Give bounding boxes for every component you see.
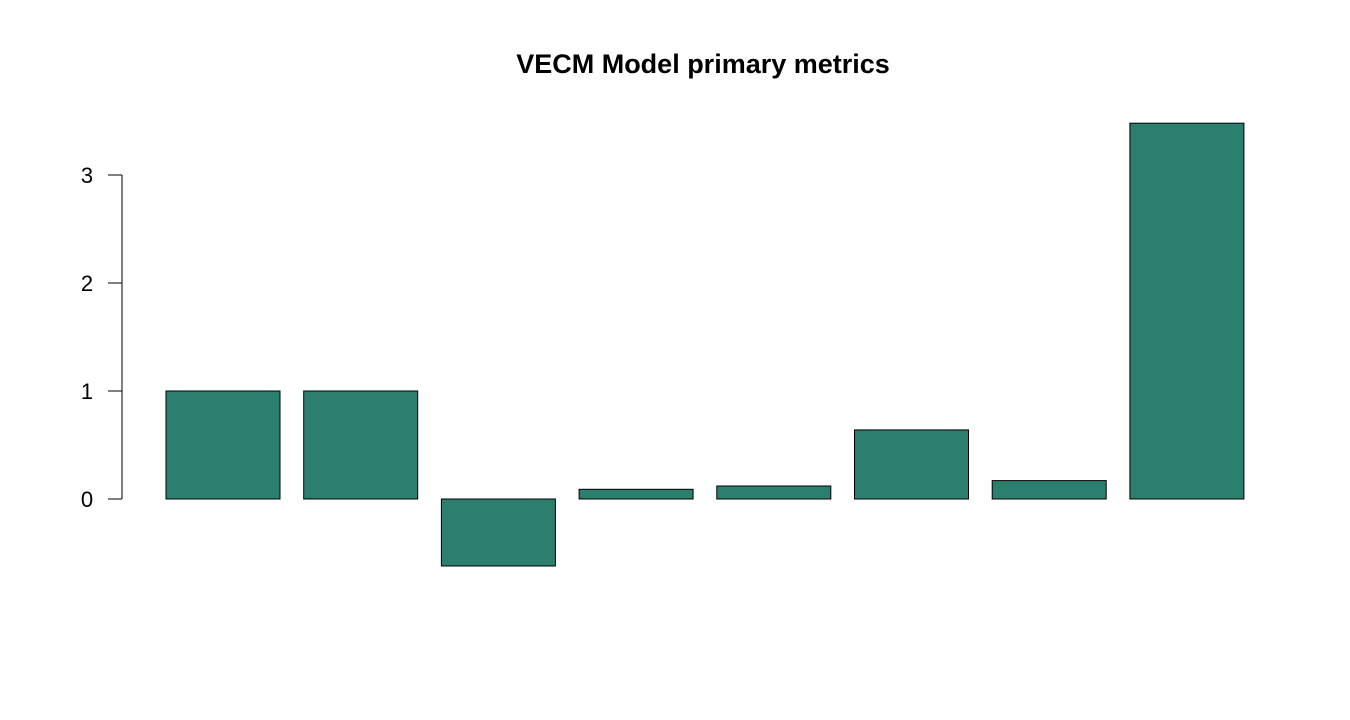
bar [440, 498, 556, 567]
bar [165, 390, 281, 500]
bar [1129, 122, 1245, 500]
bar [991, 480, 1107, 500]
bar [854, 429, 969, 500]
bar [578, 488, 694, 500]
y-tick-label: 2 [81, 271, 93, 296]
bar [716, 485, 832, 500]
chart-title: VECM Model primary metrics [516, 49, 890, 79]
y-tick-label: 3 [81, 163, 93, 188]
y-axis: 0 1 2 3 [81, 163, 123, 512]
y-tick-label: 0 [81, 487, 93, 512]
y-tick-label: 1 [81, 379, 93, 404]
bars [165, 122, 1245, 567]
bar [303, 390, 419, 500]
